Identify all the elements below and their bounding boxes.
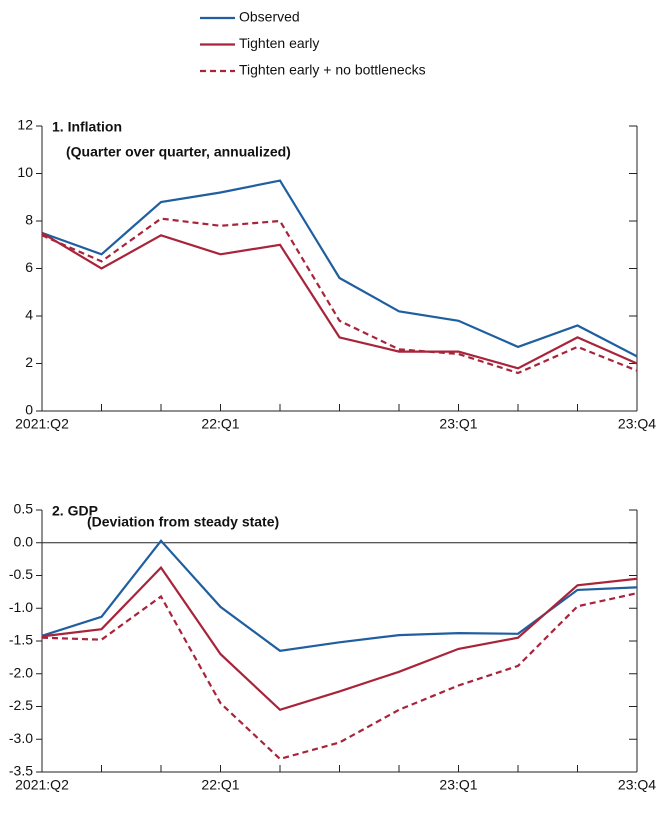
chart-title: 1. Inflation xyxy=(52,119,122,135)
series-line xyxy=(41,539,638,652)
y-tick-label: 6 xyxy=(25,259,33,275)
chart-subtitle: (Quarter over quarter, annualized) xyxy=(66,144,291,160)
y-tick-label: -0.5 xyxy=(9,566,33,582)
y-tick-label: 4 xyxy=(25,307,33,323)
y-tick-label: -2.0 xyxy=(9,664,33,680)
series-line xyxy=(41,565,638,712)
y-tick-label: 0.5 xyxy=(14,501,34,517)
x-tick-label: 23:Q1 xyxy=(439,777,477,793)
legend-label: Tighten early + no bottlenecks xyxy=(239,62,426,78)
y-tick-label: 0.0 xyxy=(14,533,34,549)
x-tick-label: 2021:Q2 xyxy=(15,416,69,432)
y-tick-label: -3.0 xyxy=(9,730,33,746)
y-tick-label: -2.5 xyxy=(9,697,33,713)
chart-title: 2. GDP xyxy=(52,503,98,519)
y-tick-label: 8 xyxy=(25,212,33,228)
x-tick-label: 23:Q1 xyxy=(439,416,477,432)
x-tick-label: 23:Q4 xyxy=(618,416,656,432)
legend-label: Tighten early xyxy=(239,35,319,51)
y-tick-label: 12 xyxy=(17,117,33,133)
x-tick-label: 22:Q1 xyxy=(201,416,239,432)
y-tick-label: -3.5 xyxy=(9,763,33,779)
chart-subtitle: (Deviation from steady state) xyxy=(87,514,279,530)
series-line xyxy=(41,217,638,375)
y-tick-label: -1.0 xyxy=(9,599,33,615)
series-line xyxy=(41,592,638,761)
x-tick-label: 23:Q4 xyxy=(618,777,656,793)
y-tick-label: 10 xyxy=(17,164,33,180)
y-tick-label: 0 xyxy=(25,402,33,418)
series-line xyxy=(41,231,638,370)
series-line xyxy=(41,179,638,358)
y-tick-label: -1.5 xyxy=(9,632,33,648)
x-tick-label: 22:Q1 xyxy=(201,777,239,793)
x-tick-label: 2021:Q2 xyxy=(15,777,69,793)
legend-label: Observed xyxy=(239,9,300,25)
y-tick-label: 2 xyxy=(25,354,33,370)
